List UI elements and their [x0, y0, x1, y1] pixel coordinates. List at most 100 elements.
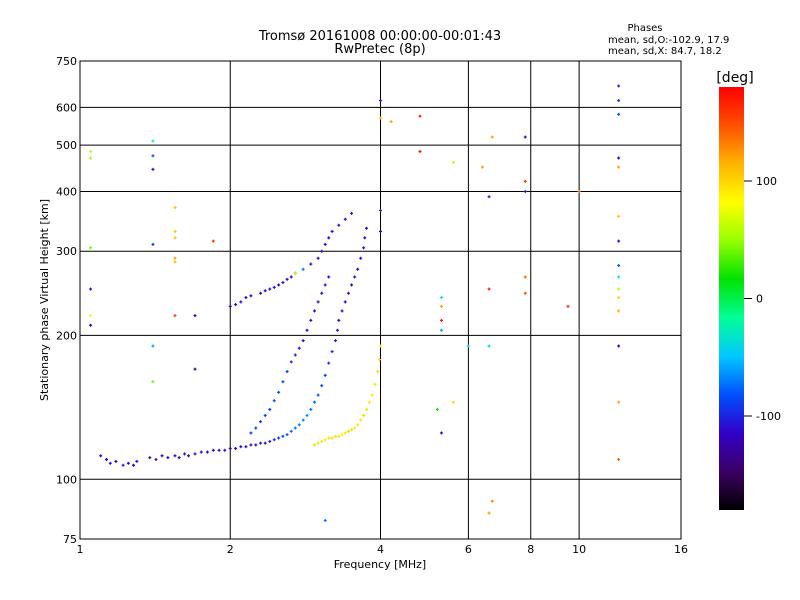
data-point	[323, 283, 327, 287]
data-point	[89, 314, 93, 318]
data-point	[350, 428, 354, 432]
data-point	[281, 380, 285, 384]
data-point	[577, 189, 581, 193]
data-point	[327, 275, 331, 279]
data-point	[359, 418, 363, 422]
data-point	[365, 407, 369, 411]
data-point	[523, 275, 527, 279]
data-point	[301, 267, 305, 271]
data-point	[259, 291, 263, 295]
data-point	[309, 407, 313, 411]
data-point	[320, 384, 324, 388]
data-point	[277, 436, 281, 440]
x-tick-label: 1	[77, 543, 84, 556]
data-point	[451, 160, 455, 164]
plot-frame	[79, 60, 682, 540]
data-point	[440, 431, 444, 435]
data-point	[309, 262, 313, 266]
data-point	[363, 236, 367, 240]
data-point	[346, 291, 350, 295]
data-point	[297, 423, 301, 427]
data-point	[151, 242, 155, 246]
data-point	[617, 165, 621, 169]
data-point	[316, 441, 320, 445]
data-point	[320, 249, 324, 253]
y-tick-label: 200	[56, 329, 77, 342]
data-point	[379, 209, 382, 213]
data-point	[193, 367, 197, 371]
data-point	[187, 454, 191, 458]
data-point	[343, 217, 347, 221]
colorbar-axis: 100 0 -100	[744, 175, 781, 423]
data-point	[490, 135, 494, 139]
data-point	[330, 350, 334, 354]
data-point	[151, 344, 155, 348]
data-point	[389, 120, 393, 124]
data-point	[362, 413, 366, 417]
data-point	[312, 400, 316, 404]
data-point	[316, 256, 320, 260]
data-point	[337, 318, 341, 322]
data-point	[340, 309, 344, 313]
x-tick-label: 4	[377, 543, 384, 556]
data-point	[617, 457, 621, 461]
data-point	[249, 294, 253, 298]
data-point	[277, 390, 281, 394]
data-point	[268, 287, 272, 291]
data-point	[343, 431, 347, 435]
data-point	[365, 226, 369, 230]
data-point	[114, 459, 118, 463]
data-point	[617, 239, 621, 243]
data-point	[617, 296, 621, 300]
data-point	[234, 446, 238, 450]
x-tick-label: 6	[465, 543, 472, 556]
data-point	[89, 323, 93, 327]
data-point	[193, 452, 197, 456]
data-point	[523, 179, 527, 183]
data-point	[173, 454, 177, 458]
data-point	[327, 361, 331, 365]
data-point	[263, 289, 267, 293]
data-point	[285, 370, 289, 374]
data-point	[281, 281, 285, 285]
data-point	[239, 300, 243, 304]
legend-title: Phases	[627, 23, 662, 34]
grid-lines	[79, 61, 682, 539]
data-point	[183, 452, 187, 456]
data-point	[285, 433, 289, 437]
y-tick-label: 300	[56, 245, 77, 258]
x-tick-labels: 1 2 4 6 8 10 16	[77, 543, 689, 556]
data-point	[244, 296, 248, 300]
data-point	[121, 463, 125, 467]
legend-line-x: mean, sd,X: 84.7, 18.2	[608, 46, 722, 57]
data-point	[193, 314, 197, 318]
data-point	[272, 399, 276, 403]
data-point	[151, 167, 155, 171]
data-point	[173, 260, 177, 264]
data-point	[259, 441, 263, 445]
data-point	[297, 346, 301, 350]
data-point	[330, 436, 334, 440]
data-point	[343, 300, 347, 304]
data-point	[108, 461, 112, 465]
data-point	[89, 287, 93, 291]
data-point	[312, 309, 316, 313]
data-point	[440, 318, 444, 322]
data-point	[617, 344, 621, 348]
y-tick-label: 500	[56, 139, 77, 152]
data-point	[211, 448, 215, 452]
data-point	[330, 229, 334, 233]
data-point	[323, 438, 327, 442]
data-point	[316, 393, 320, 397]
data-point	[353, 275, 357, 279]
y-tick-label: 600	[56, 101, 77, 114]
y-tick-label: 100	[56, 473, 77, 486]
data-point	[523, 189, 527, 193]
data-point	[323, 518, 327, 522]
data-point	[617, 112, 621, 116]
data-point	[327, 436, 331, 440]
data-point	[440, 296, 444, 300]
data-point	[305, 413, 309, 417]
data-point	[617, 264, 621, 268]
